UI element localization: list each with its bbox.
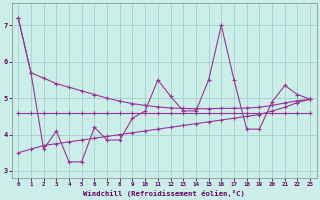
X-axis label: Windchill (Refroidissement éolien,°C): Windchill (Refroidissement éolien,°C) [83, 190, 245, 197]
